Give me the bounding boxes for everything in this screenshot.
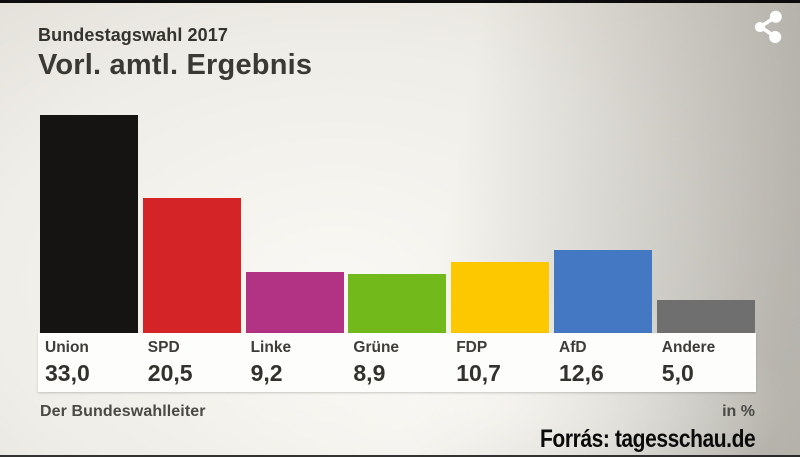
party-name: Andere xyxy=(661,339,716,356)
header: Bundestagswahl 2017 Vorl. amtl. Ergebnis xyxy=(38,24,312,82)
bar-spd xyxy=(142,197,241,333)
label-cell: Linke 9,2 xyxy=(246,338,346,387)
source-watermark: Forrás: tagesschau.de xyxy=(539,425,756,453)
bar-union xyxy=(40,115,138,333)
party-name: Union xyxy=(45,339,89,356)
label-cell: Andere 5,0 xyxy=(657,338,757,387)
party-name: AfD xyxy=(559,339,587,356)
label-cell: AfD 12,6 xyxy=(554,338,654,387)
label-cell: Grüne 8,9 xyxy=(348,338,448,387)
bar-linke xyxy=(245,272,344,333)
label-cell: SPD 20,5 xyxy=(143,338,243,387)
chart-title: Vorl. amtl. Ergebnis xyxy=(38,49,313,81)
data-source: Der Bundeswahlleiter xyxy=(40,403,206,420)
party-value: 9,2 xyxy=(250,360,283,386)
party-name: Linke xyxy=(250,339,292,356)
bar-afd xyxy=(554,249,652,333)
bar-andere xyxy=(656,300,755,333)
party-value: 5,0 xyxy=(661,360,694,386)
party-name: Grüne xyxy=(353,339,400,356)
bottom-border-strip xyxy=(0,455,800,457)
label-cell: Union 33,0 xyxy=(40,338,140,387)
top-border-strip xyxy=(0,0,800,3)
chart-subtitle: Bundestagswahl 2017 xyxy=(38,25,228,45)
party-value: 10,7 xyxy=(456,360,501,386)
bar-fdp xyxy=(451,262,550,333)
unit-label: in % xyxy=(722,403,755,420)
party-value: 33,0 xyxy=(45,360,90,386)
party-name: SPD xyxy=(147,339,180,356)
party-value: 20,5 xyxy=(147,360,193,386)
party-name: FDP xyxy=(456,339,488,356)
bars xyxy=(40,0,760,333)
party-value: 12,6 xyxy=(559,360,604,386)
party-value: 8,9 xyxy=(353,360,386,386)
footer: Der Bundeswahlleiter in % xyxy=(40,403,755,423)
label-cell: FDP 10,7 xyxy=(451,338,551,387)
bar-gr-ne xyxy=(348,274,447,333)
label-band: Union 33,0 SPD 20,5 Linke 9,2 Grüne 8,9 FDP 10,7 A… xyxy=(38,333,756,392)
share-icon[interactable] xyxy=(750,7,786,45)
